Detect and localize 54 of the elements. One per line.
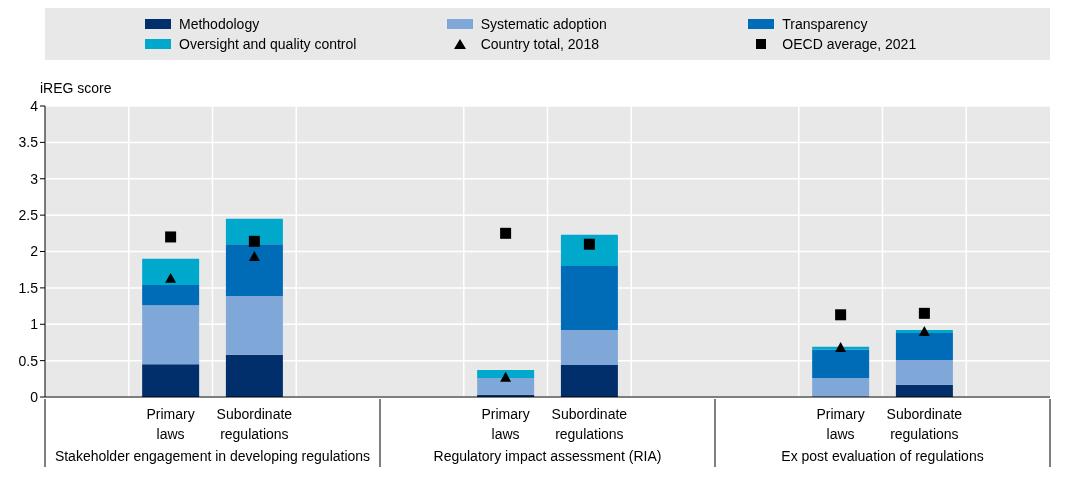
point (500, 371, 512, 382)
bar (812, 378, 870, 397)
y-tick-label: 0.5 (18, 352, 39, 369)
bar (812, 349, 870, 379)
bar (142, 305, 200, 365)
text: Regulatory impact assessment (RIA) (433, 448, 662, 464)
bar (895, 332, 953, 360)
point (918, 326, 930, 336)
bar (560, 364, 618, 397)
point (165, 231, 177, 243)
y-tick-label: 0 (30, 388, 39, 405)
y-axis-title: iREG score (40, 80, 112, 96)
bar (560, 266, 618, 331)
x-tick-label: Subordinate regulations (886, 406, 963, 442)
bar (225, 295, 283, 355)
text: Stakeholder engagement in developing regulations (54, 448, 371, 464)
text: Ex post evaluation of regulations (781, 448, 984, 464)
y-tick-label: 2.5 (18, 207, 39, 224)
y-tick-label: 2 (30, 243, 39, 260)
y-tick-label: 4 (30, 97, 39, 114)
legend-label: Country total, 2018 (480, 36, 599, 52)
y-tick-label: 3.5 (18, 134, 39, 151)
point (500, 227, 512, 239)
legend-label: OECD average, 2021 (782, 36, 917, 52)
bar (895, 359, 953, 385)
point (248, 235, 260, 247)
x-tick-label: Subordinate regulations (216, 406, 293, 442)
bar (560, 330, 618, 365)
bar (142, 284, 200, 306)
legend-label: Transparency (782, 16, 868, 32)
legend-label: Systematic adoption (480, 16, 607, 32)
point (583, 238, 595, 250)
legend-label: Oversight and quality control (179, 36, 357, 52)
bar (142, 364, 200, 397)
x-tick-label: Primary laws (481, 406, 530, 442)
bar (477, 370, 535, 379)
bar (477, 378, 535, 395)
point (165, 272, 177, 283)
bar (142, 258, 200, 285)
x-tick-label: Subordinate regulations (551, 406, 628, 442)
x-tick-label: Primary laws (146, 406, 195, 442)
point (248, 251, 260, 261)
point (835, 342, 847, 352)
y-tick-label: 1.5 (18, 279, 39, 296)
x-tick-label: Primary laws (816, 406, 865, 442)
bar (225, 244, 283, 296)
y-tick-label: 1 (30, 316, 39, 333)
bar (225, 218, 283, 245)
legend-label: Methodology (179, 16, 260, 32)
y-tick-label: 3 (30, 170, 39, 187)
bar (225, 354, 283, 397)
bar (560, 234, 618, 267)
point (835, 309, 847, 321)
point (918, 307, 930, 319)
